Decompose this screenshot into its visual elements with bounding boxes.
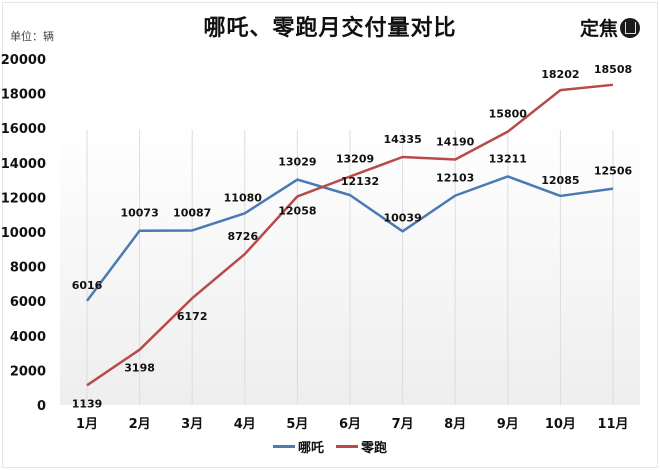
- y-tick-label: 16000: [1, 122, 46, 137]
- data-label: 13209: [336, 152, 374, 165]
- legend-swatch-icon: [272, 445, 295, 448]
- data-label: 12085: [541, 174, 579, 187]
- y-tick-label: 8000: [10, 261, 46, 276]
- data-label: 6016: [72, 279, 103, 292]
- data-label: 12058: [278, 204, 316, 217]
- data-label: 14190: [436, 136, 475, 149]
- x-tick-label: 4月: [234, 417, 256, 432]
- data-label: 15800: [489, 108, 528, 121]
- y-tick-label: 0: [37, 399, 46, 414]
- data-label: 13211: [489, 152, 527, 165]
- x-tick-label: 1月: [76, 417, 98, 432]
- data-label: 12506: [594, 165, 633, 178]
- x-tick-label: 5月: [286, 417, 308, 432]
- data-label: 12103: [436, 172, 474, 185]
- data-label: 10039: [383, 211, 421, 224]
- legend-item: 零跑: [336, 437, 387, 456]
- x-tick-label: 7月: [392, 417, 414, 432]
- chart-legend: 哪吒 零跑: [0, 437, 660, 456]
- y-tick-label: 4000: [10, 330, 46, 345]
- series-line-neta: [85, 175, 614, 302]
- data-label: 1139: [72, 397, 103, 410]
- data-label: 18202: [541, 68, 579, 81]
- x-tick-label: 2月: [129, 417, 151, 432]
- legend-item: 哪吒: [272, 437, 324, 456]
- data-label: 18508: [594, 63, 632, 76]
- brand-logo-icon: [620, 17, 641, 38]
- data-label: 10073: [120, 207, 158, 220]
- x-tick-label: 9月: [497, 417, 519, 432]
- legend-label: 零跑: [361, 441, 388, 456]
- data-label: 14335: [383, 133, 421, 146]
- chart-title: 哪吒、零跑月交付量对比: [203, 16, 457, 41]
- brand-mark: 定焦: [580, 14, 641, 41]
- data-label: 12132: [341, 175, 379, 188]
- x-tick-label: 8月: [444, 417, 466, 432]
- legend-label: 哪吒: [297, 441, 324, 456]
- y-tick-label: 20000: [1, 53, 46, 68]
- data-label: 8726: [227, 230, 258, 243]
- y-tick-label: 2000: [10, 364, 46, 379]
- x-tick-label: 11月: [597, 417, 628, 432]
- y-tick-label: 18000: [1, 88, 46, 103]
- x-tick-label: 3月: [181, 417, 203, 432]
- data-label: 6172: [177, 310, 208, 323]
- brand-name: 定焦: [580, 18, 619, 40]
- x-tick-label: 6月: [339, 417, 361, 432]
- legend-swatch-icon: [336, 445, 358, 448]
- y-tick-label: 10000: [1, 226, 46, 241]
- y-tick-label: 6000: [10, 295, 46, 310]
- data-label: 3198: [124, 362, 155, 375]
- x-tick-label: 10月: [545, 417, 576, 432]
- data-label: 10087: [173, 206, 211, 219]
- unit-label: 单位：辆: [10, 30, 54, 43]
- data-label: 11080: [224, 191, 263, 204]
- data-label: 13029: [278, 156, 316, 169]
- series-line-leapmotor: [86, 83, 614, 387]
- y-tick-label: 12000: [1, 191, 46, 206]
- y-tick-label: 14000: [1, 157, 46, 172]
